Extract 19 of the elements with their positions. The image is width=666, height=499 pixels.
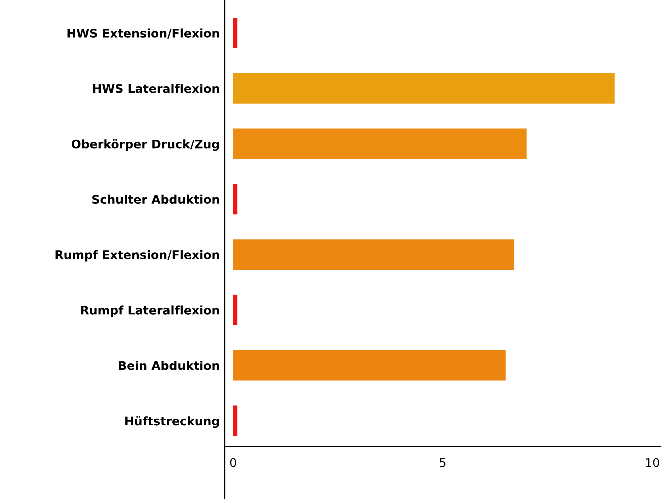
x-tick-label: 10	[646, 458, 660, 468]
bar	[233, 184, 238, 215]
y-tick-label: Hüftstreckung	[126, 416, 220, 428]
y-tick-label: HWS Lateralflexion	[93, 84, 220, 94]
bar	[233, 128, 527, 160]
y-tick-label: Oberkörper Druck/Zug	[72, 139, 220, 152]
x-tick-label: 5	[440, 458, 446, 468]
bar	[233, 18, 238, 48]
y-tick-label: HWS Extension/Flexion	[68, 28, 220, 39]
y-tick-label: Schulter Abduktion	[92, 194, 220, 204]
bar	[233, 294, 238, 326]
bar	[233, 350, 506, 381]
y-tick-label: Rumpf Lateralflexion	[81, 306, 220, 318]
bar	[233, 406, 238, 436]
bar	[233, 240, 514, 270]
x-tick-label: 0	[230, 458, 236, 468]
bar	[233, 73, 615, 104]
y-tick-label: Bein Abduktion	[119, 361, 220, 370]
y-tick-label: Rumpf Extension/Flexion	[56, 250, 220, 262]
